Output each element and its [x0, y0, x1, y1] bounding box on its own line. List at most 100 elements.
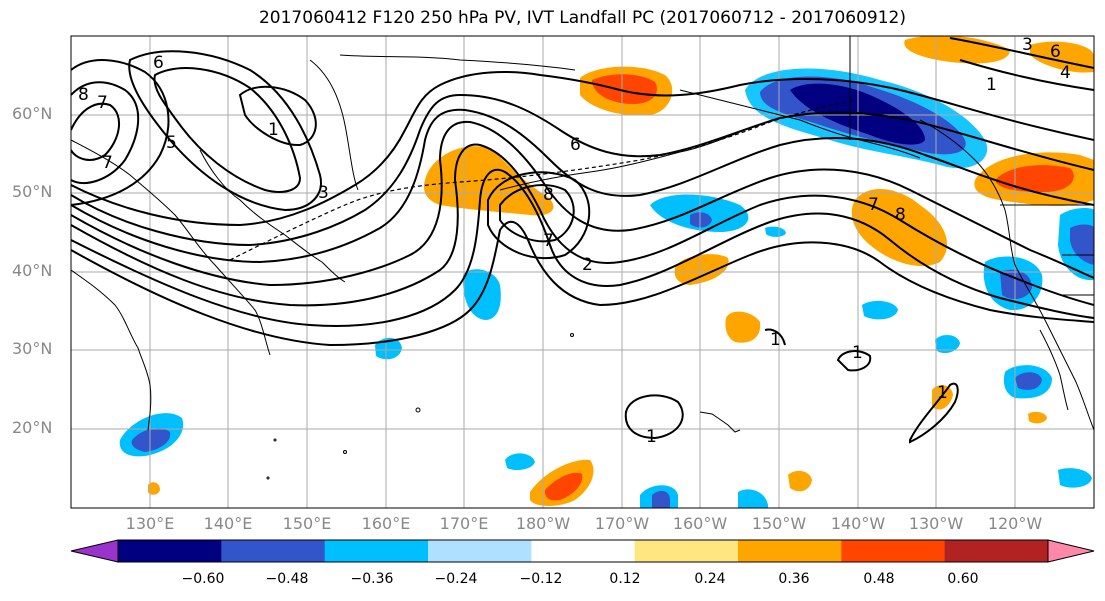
lon-label-120w: 120°W: [987, 514, 1043, 533]
contour-sub-4: [909, 382, 959, 444]
contour-2: [71, 93, 1094, 247]
contour-label: 1: [852, 343, 863, 363]
contour-w-pac: [71, 220, 1094, 347]
lat-label-60n: 60°N: [12, 104, 53, 123]
contour-low-7: [487, 171, 591, 260]
pos-anomaly-e: [932, 385, 953, 410]
island-a: [415, 407, 421, 413]
dashed-track: [229, 99, 856, 261]
colorbar-tick-label: −0.36: [350, 571, 394, 587]
lon-label-160w: 160°W: [672, 514, 728, 533]
pos-anomaly-g: [148, 482, 160, 495]
neg-anomaly-g: [738, 489, 768, 508]
contour-label: 8: [78, 85, 89, 105]
islands: [266, 333, 741, 480]
colorbar-segment: [221, 540, 326, 562]
contour-label: 6: [570, 135, 581, 155]
lat-label-40n: 40°N: [12, 261, 53, 280]
contour-label: 1: [986, 75, 997, 95]
lon-label-170e: 170°E: [439, 514, 489, 533]
contour-label: 3: [318, 183, 329, 203]
contour-north-right-2: [959, 59, 1094, 91]
pos-anomaly-d: [788, 470, 812, 492]
contour-north-right: [949, 37, 1094, 69]
pv-contours: [71, 37, 1094, 444]
coast-namerica: [919, 119, 1094, 431]
neg-anomaly-l: [765, 226, 786, 237]
contour-label: 6: [153, 53, 164, 73]
contour-6: [71, 168, 1094, 327]
map-title: 2017060412 F120 250 hPa PV, IVT Landfall…: [258, 8, 906, 28]
lon-label-170w: 170°W: [594, 514, 650, 533]
lat-label-50n: 50°N: [12, 182, 53, 201]
lon-label-140w: 140°W: [830, 514, 886, 533]
contour-jpn-2: [153, 67, 302, 193]
contour-label: 8: [895, 205, 906, 225]
contour-sub-3: [764, 328, 786, 346]
colorbar-tick-label: −0.12: [519, 571, 563, 587]
contour-label: 1: [646, 427, 657, 447]
contour-label: 6: [1050, 42, 1061, 62]
contour-west-1: [71, 102, 121, 161]
lon-label-130e: 130°E: [125, 514, 175, 533]
contour-label: 1: [268, 120, 279, 140]
lat-label-20n: 20°N: [12, 418, 53, 437]
contour-3: [71, 108, 1094, 264]
contour-label: 2: [582, 255, 593, 275]
colorbar: [70, 539, 1095, 563]
hawaii: [699, 411, 741, 433]
lon-label-140e: 140°E: [203, 514, 253, 533]
lon-label-180w: 180°W: [515, 514, 571, 533]
neg-anomaly-e: [505, 453, 535, 470]
neg-anomaly-c: [375, 337, 402, 360]
colorbar-tick-label: −0.24: [434, 571, 478, 587]
colorbar-segment: [944, 540, 1049, 562]
neg-anomaly-k: [1058, 468, 1092, 488]
coast-japan: [199, 149, 346, 283]
contour-label: 3: [1022, 35, 1033, 55]
map-frame: [70, 35, 1095, 509]
contour-sub-2: [836, 350, 872, 372]
island-c: [570, 333, 574, 337]
contour-label-group: 8 7 6 5 7 1 3 6 8 7 2 8 7 3 6 4 1 1 1 1 …: [78, 35, 1071, 447]
lat-label-30n: 30°N: [12, 339, 53, 358]
lon-label-150w: 150°W: [751, 514, 807, 533]
contour-label: 1: [770, 330, 781, 350]
colorbar-segment: [841, 540, 946, 562]
island-d: [273, 438, 277, 442]
colorbar-segment: [118, 540, 222, 562]
coast-korea-china: [71, 269, 152, 431]
coast-kamchatka: [309, 59, 359, 191]
colorbar-tick-label: 0.24: [694, 571, 726, 587]
contour-label: 4: [1060, 63, 1071, 83]
contour-label: 7: [102, 153, 113, 173]
colorbar-outline: [117, 539, 1049, 563]
neg-anomaly-d-core: [131, 428, 171, 452]
contour-label: 7: [868, 195, 879, 215]
colorbar-segment: [531, 540, 636, 562]
pos-anomaly-bering-core: [592, 74, 658, 105]
colorbar-extend-high: [1047, 539, 1095, 563]
lon-label-130w: 130°W: [908, 514, 964, 533]
colorbar-segment: [428, 540, 532, 562]
contour-label: 1: [937, 383, 948, 403]
neg-anomaly-f-core: [652, 490, 670, 508]
colorbar-tick-label: 0.48: [863, 571, 895, 587]
graticule: [71, 36, 1094, 508]
lon-label-160e: 160°E: [361, 514, 411, 533]
contour-west-2: [71, 81, 140, 185]
colorbar-tick-label: 0.60: [947, 571, 979, 587]
contour-5: [71, 143, 1094, 307]
contour-label: 7: [97, 93, 108, 113]
contour-1: [71, 71, 1094, 227]
pos-anomaly-b: [725, 311, 761, 343]
colorbar-tick-label: 0.36: [778, 571, 810, 587]
neg-anomaly-a-core: [690, 212, 712, 228]
contour-low-8: [499, 184, 575, 243]
neg-anomaly-h: [862, 300, 898, 320]
pos-anomaly-a: [674, 254, 729, 285]
coast-baja: [1039, 329, 1069, 411]
colorbar-tick-label: −0.60: [181, 571, 225, 587]
coast-asia: [71, 139, 271, 356]
